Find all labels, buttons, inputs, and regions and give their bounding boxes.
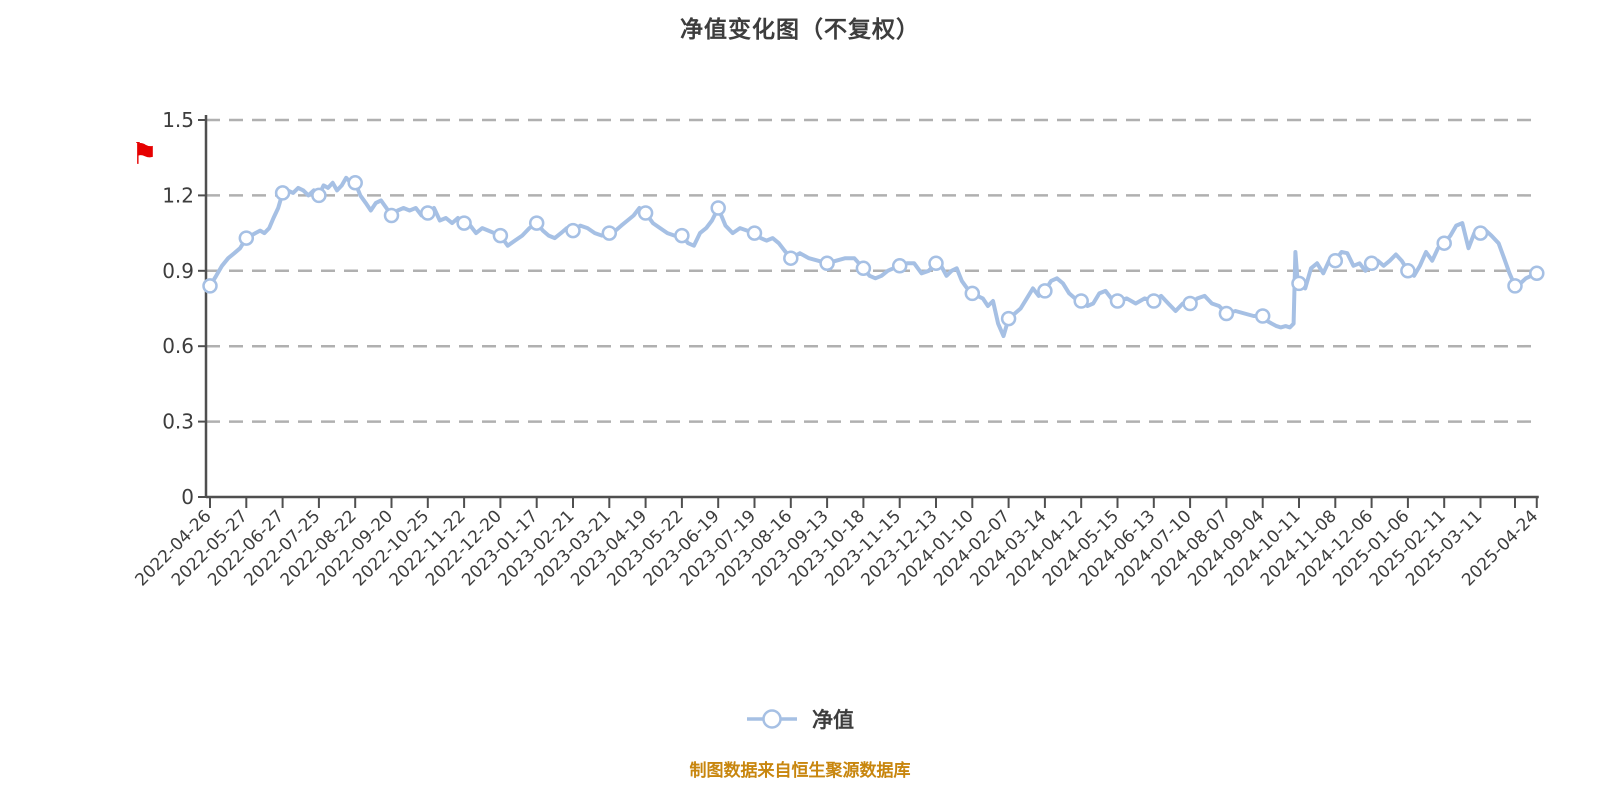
red-flag-icon: ⚑ — [131, 137, 158, 172]
chart-title: 净值变化图（不复权） — [680, 17, 920, 43]
data-point-marker — [274, 185, 291, 201]
data-point-marker — [238, 230, 255, 246]
data-point-marker — [674, 227, 690, 244]
data-point-marker — [202, 278, 218, 294]
y-axis-label: 0.9 — [162, 259, 194, 283]
y-axis-label: 1.2 — [162, 183, 194, 207]
data-point-marker — [1472, 225, 1489, 241]
data-point-marker — [891, 258, 908, 274]
y-axis-label: 0 — [181, 485, 194, 509]
data-point-marker — [1218, 305, 1235, 322]
data-point-marker — [601, 225, 618, 241]
data-point-marker — [964, 285, 981, 302]
data-point-marker — [1109, 293, 1126, 309]
data-point-marker — [928, 255, 944, 272]
data-point-marker — [456, 215, 472, 231]
data-point-marker — [783, 250, 799, 266]
y-axis-label: 1.5 — [162, 108, 194, 132]
data-point-marker — [1327, 252, 1344, 269]
y-axis-label: 0.3 — [162, 410, 194, 434]
data-point-marker — [1436, 235, 1452, 251]
data-point-marker — [1146, 293, 1162, 309]
data-point-marker — [1254, 308, 1271, 324]
data-point-marker — [1037, 283, 1053, 299]
data-point-marker — [819, 255, 835, 272]
legend: 净值 — [0, 704, 1600, 734]
data-source-note: 制图数据来自恒生聚源数据库 — [689, 761, 911, 781]
data-point-marker — [746, 225, 763, 241]
data-point-marker — [528, 215, 545, 231]
data-point-marker — [420, 205, 436, 221]
data-point-marker — [1073, 293, 1089, 309]
data-point-marker — [311, 187, 327, 204]
data-point-marker — [565, 222, 581, 239]
data-point-marker — [492, 227, 509, 244]
data-point-marker — [1400, 263, 1416, 279]
data-point-marker — [1000, 310, 1017, 327]
data-point-marker — [347, 175, 363, 191]
legend-marker-icon — [747, 709, 797, 729]
data-point-marker — [1507, 278, 1523, 294]
legend-label: 净值 — [812, 708, 854, 732]
data-point-marker — [1182, 295, 1198, 312]
data-point-marker — [637, 205, 654, 221]
data-point-marker — [855, 260, 872, 277]
data-point-marker — [710, 200, 726, 216]
data-point-marker — [383, 207, 400, 224]
data-point-marker — [1291, 275, 1307, 292]
data-point-marker — [1363, 255, 1380, 272]
data-point-marker — [1529, 265, 1545, 282]
y-axis-label: 0.6 — [162, 334, 194, 358]
